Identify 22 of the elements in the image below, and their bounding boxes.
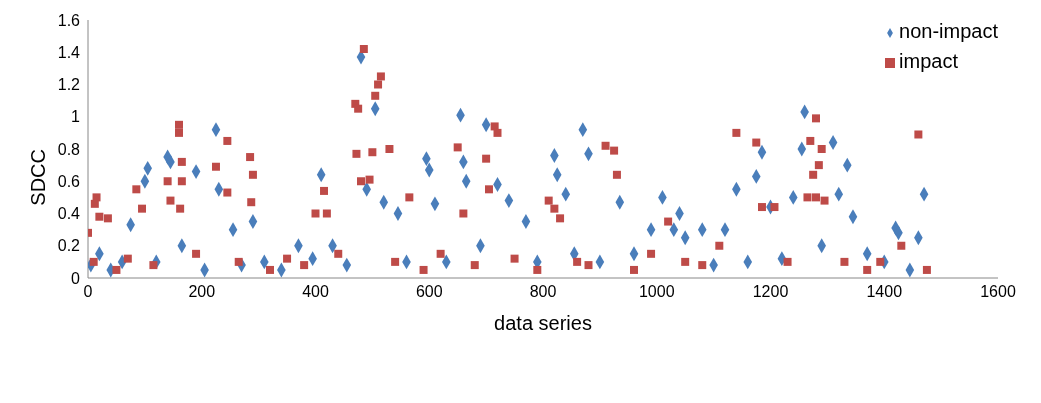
x-tick-label: 200 (188, 283, 216, 301)
x-axis-title: data series (494, 312, 592, 335)
y-axis-title: SDCC (27, 149, 50, 206)
x-tick-label: 800 (529, 283, 557, 301)
x-tick-label: 0 (83, 283, 93, 301)
y-tick-label: 1.4 (57, 43, 81, 61)
y-tick-label: 0.2 (57, 237, 81, 255)
y-tick-label: 0.4 (57, 205, 81, 223)
y-tick-label: 0 (71, 269, 81, 287)
y-tick-label: 1.6 (57, 11, 81, 29)
legend-label: impact (899, 50, 958, 72)
x-tick-label: 600 (415, 283, 443, 301)
y-tick-label: 1 (71, 108, 81, 126)
y-tick-label: 1.2 (57, 76, 81, 94)
x-tick-label: 1000 (638, 283, 675, 301)
y-tick-label: 0.8 (57, 140, 81, 158)
y-tick-label: 0.6 (57, 172, 81, 190)
x-tick-label: 1600 (980, 283, 1016, 301)
x-tick-label: 1400 (866, 283, 903, 301)
x-tick-label: 1200 (752, 283, 789, 301)
x-tick-label: 400 (302, 283, 329, 301)
legend-label: non-impact (899, 20, 998, 42)
